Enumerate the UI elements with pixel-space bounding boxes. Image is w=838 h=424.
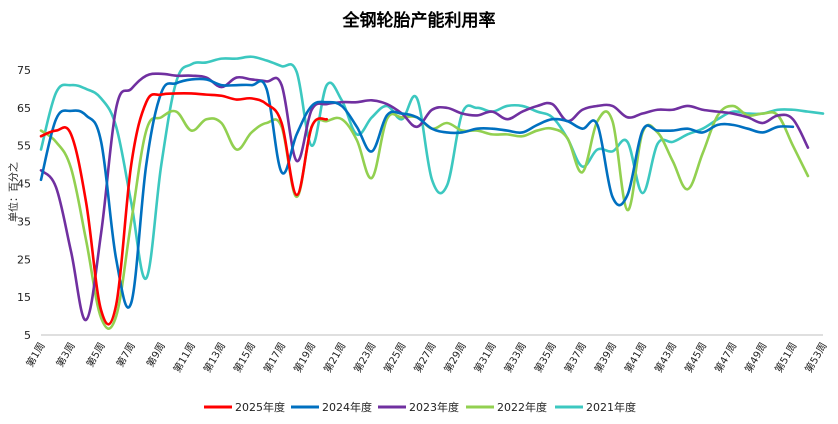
series-line-3: [39, 72, 810, 322]
x-tick-label: 第47周: [712, 340, 740, 375]
y-tick-label: 45: [17, 178, 31, 191]
y-tick-label: 15: [17, 291, 31, 304]
x-tick-label: 第11周: [170, 340, 198, 375]
y-tick-label: 55: [17, 140, 31, 153]
series-line-2: [39, 77, 795, 309]
x-tick-label: 第25周: [381, 340, 409, 375]
x-tick-label: 第45周: [682, 340, 710, 375]
y-tick-label: 35: [17, 215, 31, 228]
x-tick-label: 第23周: [351, 340, 379, 375]
legend-label: 2025年度: [235, 400, 285, 414]
x-tick-label: 第5周: [83, 340, 107, 369]
x-tick-label: 第31周: [471, 340, 499, 375]
chart-title: 全钢轮胎产能利用率: [342, 10, 496, 31]
y-tick-label: 65: [17, 102, 31, 115]
x-tick-label: 第51周: [772, 340, 800, 375]
legend-label: 2022年度: [497, 400, 547, 414]
x-tick-label: 第29周: [441, 340, 469, 375]
x-axis: 第1周 第3周 第5周 第7周 第9周 第11周 第13周 第15周 第17周 第19周 第21周第…: [23, 334, 830, 375]
x-tick-label: 第13周: [200, 340, 228, 375]
x-tick-label: 第3周: [53, 340, 77, 369]
legend: 2025年度 2024年度 2023年度 2022年度 2021年度: [204, 400, 636, 414]
x-tick-label: 第27周: [411, 340, 439, 375]
x-tick-label: 第17周: [261, 340, 289, 375]
x-tick-label: 第43周: [652, 340, 680, 375]
series-line-5: [39, 55, 825, 280]
x-tick-label: 第49周: [742, 340, 770, 375]
y-axis-label: 单位：百分之: [7, 162, 20, 222]
plot-area: [39, 55, 825, 330]
x-tick-label: 第9周: [143, 340, 167, 369]
x-tick-label: 第7周: [113, 340, 137, 369]
x-tick-label: 第37周: [561, 340, 589, 375]
y-tick-label: 75: [17, 64, 31, 77]
x-tick-label: 第33周: [501, 340, 529, 375]
legend-label: 2023年度: [409, 400, 459, 414]
x-tick-label: 第41周: [622, 340, 650, 375]
series-line-1: [39, 92, 329, 326]
legend-label: 2021年度: [586, 400, 636, 414]
y-axis: 5 15 25 35 45 55 65 75: [17, 64, 31, 342]
x-tick-label: 第53周: [802, 340, 830, 375]
x-tick-label: 第1周: [23, 340, 47, 369]
x-tick-label: 第39周: [591, 340, 619, 375]
x-tick-label: 第19周: [291, 340, 319, 375]
y-tick-label: 5: [24, 329, 31, 342]
x-tick-label: 第15周: [231, 340, 259, 375]
x-tick-label: 第35周: [531, 340, 559, 375]
legend-label: 2024年度: [322, 400, 372, 414]
y-tick-label: 25: [17, 253, 31, 266]
x-tick-label: 第21周: [321, 340, 349, 375]
